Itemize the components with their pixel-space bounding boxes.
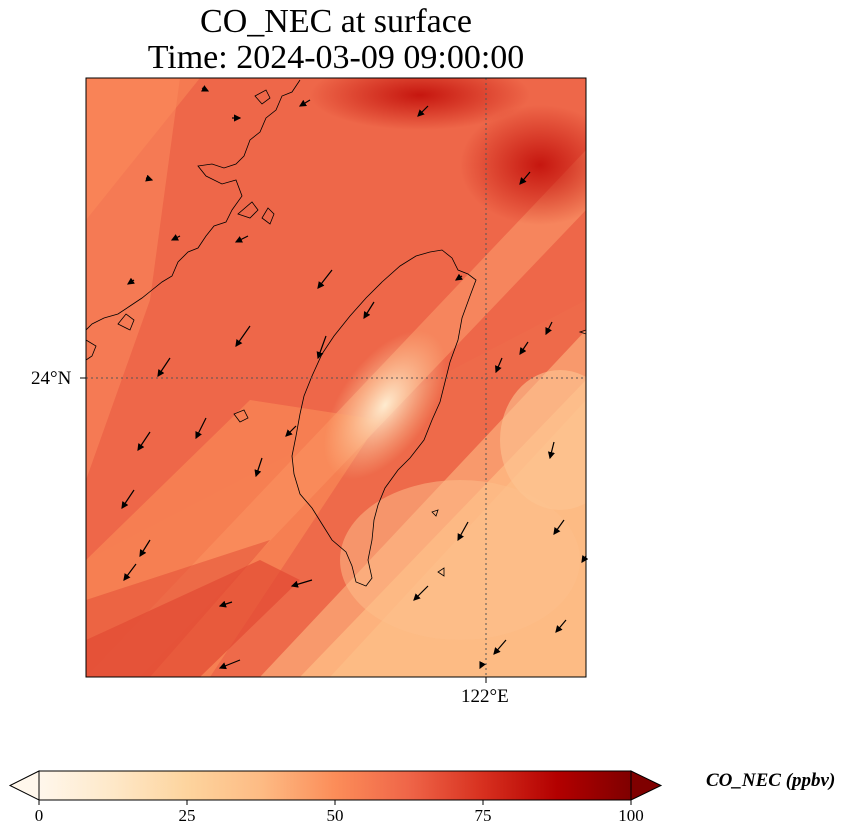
wind-vector bbox=[363, 301, 375, 320]
wind-vector bbox=[285, 425, 297, 437]
wind-vector bbox=[254, 457, 263, 478]
wind-vector bbox=[417, 105, 429, 117]
lat-tick-label: 24°N bbox=[31, 368, 72, 389]
wind-vector bbox=[553, 519, 565, 535]
wind-vector bbox=[157, 357, 171, 377]
concentration-field bbox=[86, 78, 586, 677]
wind-vector bbox=[457, 521, 469, 542]
colorbar-tick-label: 75 bbox=[474, 806, 492, 825]
wind-vector bbox=[290, 579, 313, 588]
title-line-1: CO_NEC at surface bbox=[200, 3, 472, 40]
wind-vector bbox=[413, 585, 429, 601]
wind-vector bbox=[127, 277, 135, 285]
wind-vectors bbox=[121, 85, 589, 670]
wind-vector bbox=[455, 273, 463, 281]
wind-vector bbox=[201, 85, 210, 92]
wind-vector bbox=[298, 99, 311, 107]
wind-vector bbox=[479, 661, 486, 670]
colorbar-extend-max bbox=[630, 770, 663, 801]
wind-vector bbox=[493, 639, 507, 655]
wind-vector bbox=[235, 325, 251, 347]
wind-vector bbox=[218, 659, 241, 670]
wind-vector bbox=[519, 171, 531, 185]
colorbar-tick-label: 100 bbox=[618, 806, 644, 825]
chart-title: CO_NEC at surface Time: 2024-03-09 09:00… bbox=[0, 4, 672, 76]
wind-vector bbox=[123, 563, 137, 581]
wind-vector bbox=[545, 321, 553, 336]
colorbar-extend-min bbox=[8, 770, 40, 801]
wind-vector bbox=[317, 269, 333, 289]
wind-vector bbox=[581, 555, 589, 563]
wind-vector bbox=[495, 357, 503, 374]
wind-vector bbox=[316, 335, 327, 360]
colorbar-label: CO_NEC (ppbv) bbox=[706, 770, 836, 791]
wind-vector bbox=[137, 431, 151, 451]
wind-vector bbox=[170, 234, 181, 241]
title-line-2: Time: 2024-03-09 09:00:00 bbox=[147, 39, 525, 76]
wind-vector bbox=[218, 600, 233, 608]
colorbar-tick-label: 0 bbox=[34, 806, 44, 825]
wind-vector bbox=[234, 235, 249, 243]
wind-vector bbox=[121, 489, 135, 509]
wind-vector bbox=[139, 539, 151, 558]
wind-vector bbox=[145, 174, 154, 182]
lon-tick-label: 122°E bbox=[461, 686, 509, 707]
gridlines bbox=[86, 78, 586, 677]
wind-vector bbox=[519, 341, 529, 355]
wind-vector bbox=[547, 441, 555, 460]
wind-vector bbox=[195, 417, 207, 440]
colorbar-tick-label: 25 bbox=[178, 806, 196, 825]
china-coastline bbox=[86, 79, 301, 331]
wind-vector bbox=[555, 619, 567, 633]
colorbar-body bbox=[38, 770, 632, 801]
concentration-map bbox=[80, 77, 589, 683]
colorbar-tick-label: 50 bbox=[326, 806, 344, 825]
